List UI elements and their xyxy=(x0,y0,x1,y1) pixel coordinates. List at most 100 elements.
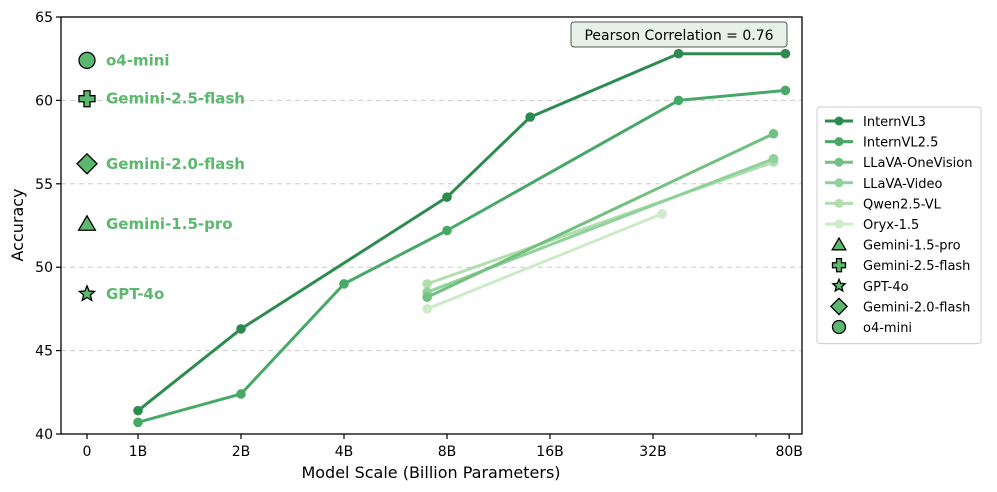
gpt-4o-label: GPT-4o xyxy=(106,285,164,303)
legend-marker xyxy=(829,297,849,316)
legend-item-gemini-2-5-flash: Gemini-2.5-flash xyxy=(831,258,970,274)
legend-marker xyxy=(834,157,844,167)
data-point xyxy=(422,304,432,314)
legend-marker xyxy=(831,277,847,293)
legend-label: Oryx-1.5 xyxy=(863,218,919,233)
y-tick-label: 55 xyxy=(35,177,53,193)
legend-marker xyxy=(834,137,844,147)
axes: 40 45 50 55 60 65 0 1B 2B 4B 8B 16B 32B 80B xyxy=(35,10,803,460)
legend-item-gemini-2-0-flash: Gemini-2.0-flash xyxy=(829,297,970,316)
legend-label: InternVL3 xyxy=(863,115,926,130)
x-tick-label: 0 xyxy=(83,444,92,460)
data-point xyxy=(133,405,143,416)
y-tick-label: 40 xyxy=(35,427,53,443)
legend-item-qwen2-5-vl: Qwen2.5-VL xyxy=(825,197,942,212)
x-tick-label: 80B xyxy=(775,444,802,460)
series-layer xyxy=(133,48,791,428)
gemini-2-0-flash-marker xyxy=(76,152,98,175)
legend: InternVL3 InternVL2.5 LLaVA-OneVision LLaVA… xyxy=(816,106,982,345)
legend-marker xyxy=(834,219,844,229)
legend-label: InternVL2.5 xyxy=(863,136,938,151)
annotation-box: Pearson Correlation = 0.76 xyxy=(570,21,788,48)
y-axis-label: Accuracy xyxy=(8,188,27,261)
data-point xyxy=(339,279,349,289)
data-point xyxy=(780,48,791,59)
legend-label: LLaVA-Video xyxy=(863,177,943,192)
x-tick-label: 16B xyxy=(536,444,563,460)
series-oryx-1-5 xyxy=(422,209,667,314)
series-line xyxy=(426,132,775,299)
legend-item-internvl2-5: InternVL2.5 xyxy=(825,136,938,151)
legend-label: GPT-4o xyxy=(863,280,909,295)
data-point xyxy=(442,225,452,236)
y-tick-label: 60 xyxy=(35,93,53,109)
plot-area-frame xyxy=(60,16,803,435)
legend-marker xyxy=(834,198,844,208)
legend-item-internvl3: InternVL3 xyxy=(825,115,926,130)
legend-label: LLaVA-OneVision xyxy=(863,156,972,171)
gemini-1-5-pro-label: Gemini-1.5-pro xyxy=(106,215,233,233)
gemini-1-5-pro-marker xyxy=(77,214,97,231)
data-point xyxy=(236,389,246,399)
data-point xyxy=(673,48,684,59)
legend-item-o4-mini: o4-mini xyxy=(831,319,912,336)
legend-label: Gemini-1.5-pro xyxy=(863,239,961,254)
grid xyxy=(61,99,802,352)
data-point xyxy=(657,209,667,219)
legend-item-gpt-4o: GPT-4o xyxy=(831,277,909,295)
legend-label: Qwen2.5-VL xyxy=(863,197,942,212)
series-internvl3 xyxy=(133,48,791,416)
y-tick-label: 65 xyxy=(35,10,53,26)
legend-label: Gemini-2.5-flash xyxy=(863,259,970,274)
data-point xyxy=(673,95,684,106)
closed-model-gemini-2-5-flash: Gemini-2.5-flash xyxy=(78,90,245,108)
closed-model-gemini-2-0-flash: Gemini-2.0-flash xyxy=(76,152,245,175)
legend-item-llava-onevision: LLaVA-OneVision xyxy=(825,156,972,171)
series-line xyxy=(426,212,663,311)
series-line xyxy=(137,52,786,412)
legend-item-oryx-1-5: Oryx-1.5 xyxy=(825,218,919,233)
closed-models-layer: o4-mini Gemini-2.5-flash Gemini-2.0-flash G… xyxy=(76,51,245,303)
legend-marker xyxy=(831,236,847,251)
legend-item-llava-video: LLaVA-Video xyxy=(825,177,943,192)
legend-marker xyxy=(834,178,844,188)
closed-model-gemini-1-5-pro: Gemini-1.5-pro xyxy=(77,214,233,233)
gemini-2-5-flash-label: Gemini-2.5-flash xyxy=(106,90,245,108)
legend-frame xyxy=(816,106,982,345)
series-internvl2-5 xyxy=(133,85,791,428)
gemini-2-0-flash-label: Gemini-2.0-flash xyxy=(106,155,245,173)
y-tick-label: 45 xyxy=(35,344,53,360)
legend-marker xyxy=(831,258,847,273)
legend-marker xyxy=(831,319,847,335)
o4-mini-label: o4-mini xyxy=(106,51,170,69)
legend-marker xyxy=(834,116,844,126)
legend-item-gemini-1-5-pro: Gemini-1.5-pro xyxy=(831,236,961,254)
x-tick-label: 1B xyxy=(129,444,148,460)
x-axis-label: Model Scale (Billion Parameters) xyxy=(301,463,560,482)
x-tick-label: 4B xyxy=(335,444,354,460)
legend-label: o4-mini xyxy=(863,321,912,336)
data-point xyxy=(442,192,452,202)
pearson-annotation: Pearson Correlation = 0.76 xyxy=(584,28,773,44)
y-tick-label: 50 xyxy=(35,260,53,276)
data-point xyxy=(780,85,791,96)
series-llava-onevision xyxy=(422,128,779,303)
x-tick-label: 2B xyxy=(232,444,251,460)
gemini-2-5-flash-marker xyxy=(78,90,96,108)
gpt-4o-marker xyxy=(77,284,97,302)
data-point xyxy=(422,279,432,289)
o4-mini-marker xyxy=(78,51,96,70)
legend-label: Gemini-2.0-flash xyxy=(863,300,970,315)
data-point xyxy=(768,128,779,139)
closed-model-o4-mini: o4-mini xyxy=(78,51,170,70)
closed-model-gpt-4o: GPT-4o xyxy=(77,284,164,303)
data-point xyxy=(422,292,432,303)
x-tick-label: 32B xyxy=(639,444,666,460)
data-point xyxy=(236,324,246,334)
x-tick-label: 8B xyxy=(438,444,457,460)
data-point xyxy=(768,153,779,164)
data-point xyxy=(133,417,143,428)
data-point xyxy=(525,112,535,122)
series-line xyxy=(137,88,786,424)
